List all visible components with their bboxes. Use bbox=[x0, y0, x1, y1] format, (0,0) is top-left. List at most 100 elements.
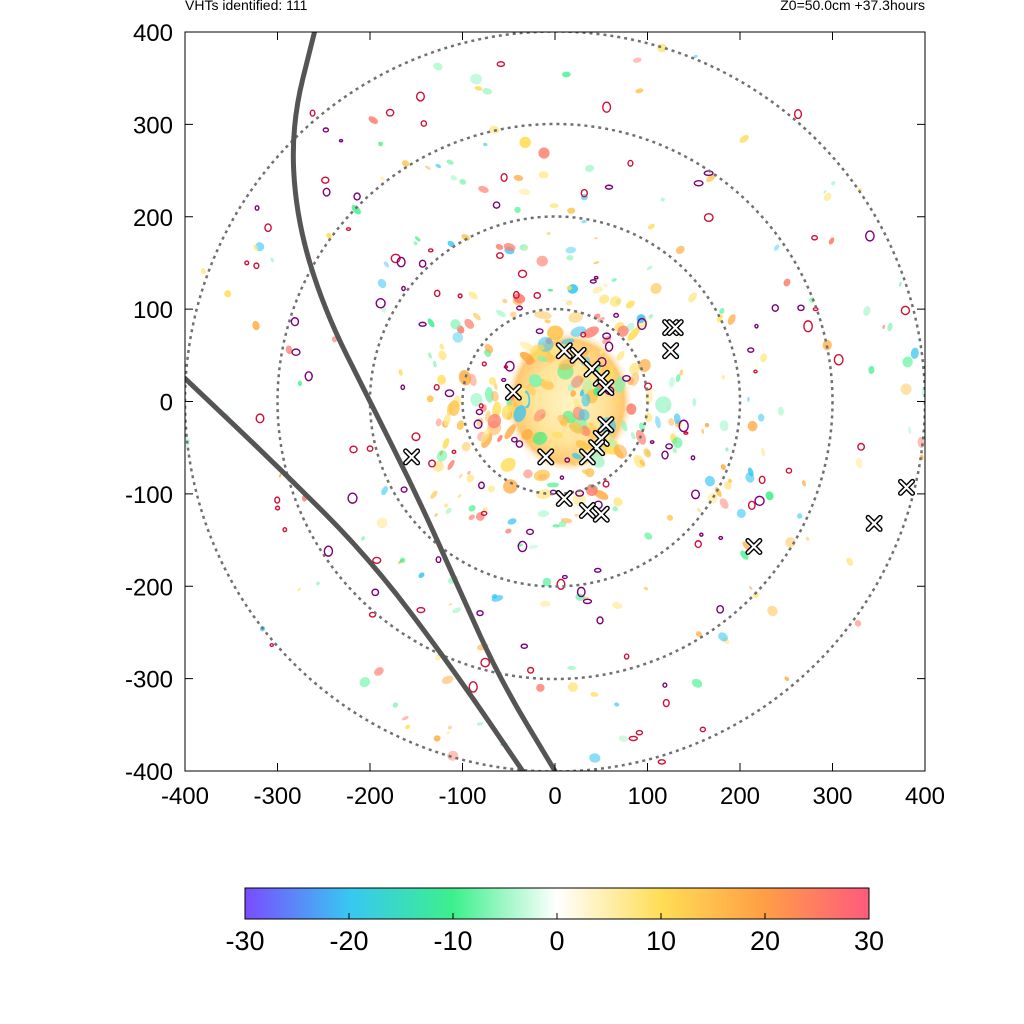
vorticity-blob bbox=[442, 438, 450, 449]
vorticity-blob bbox=[589, 753, 601, 763]
vorticity-blob bbox=[456, 420, 465, 430]
vorticity-contour bbox=[349, 445, 358, 454]
vorticity-blob bbox=[532, 431, 548, 445]
vht-marker bbox=[504, 383, 522, 401]
vorticity-blob bbox=[458, 473, 463, 479]
vorticity-blob bbox=[926, 358, 930, 364]
vorticity-blob bbox=[719, 420, 729, 432]
vorticity-blob bbox=[224, 290, 232, 298]
vorticity-blob bbox=[435, 163, 442, 169]
vorticity-blob bbox=[728, 478, 732, 484]
vorticity-blob bbox=[360, 536, 366, 541]
vorticity-contour bbox=[501, 377, 507, 382]
vorticity-blob bbox=[805, 536, 810, 541]
vorticity-blob bbox=[630, 372, 640, 387]
vht-marker bbox=[578, 448, 596, 466]
vorticity-blob bbox=[558, 521, 567, 528]
vorticity-blob bbox=[500, 457, 516, 472]
vorticity-blob bbox=[797, 513, 803, 519]
vorticity-blob bbox=[854, 620, 862, 627]
vorticity-contour bbox=[475, 408, 484, 416]
vorticity-contour bbox=[371, 588, 380, 597]
vorticity-contour bbox=[604, 341, 614, 352]
y-tick-label: 0 bbox=[160, 390, 173, 417]
vorticity-blob bbox=[270, 257, 274, 263]
vorticity-blob bbox=[828, 237, 835, 245]
vorticity-blob bbox=[570, 390, 577, 397]
vorticity-blob bbox=[578, 409, 590, 421]
vorticity-contour bbox=[428, 459, 436, 468]
vorticity-contour bbox=[435, 556, 442, 564]
y-tick-label: -400 bbox=[125, 759, 173, 786]
y-tick-label: 200 bbox=[133, 205, 173, 232]
vorticity-blob bbox=[692, 397, 697, 407]
range-ring bbox=[276, 122, 834, 681]
vorticity-contour bbox=[433, 383, 440, 391]
vorticity-blob bbox=[585, 421, 591, 428]
vorticity-contour bbox=[353, 192, 361, 201]
vorticity-blob bbox=[402, 160, 410, 167]
vorticity-contour bbox=[665, 443, 673, 450]
vorticity-contour bbox=[375, 298, 386, 309]
vorticity-contour bbox=[476, 610, 484, 617]
vorticity-contour bbox=[661, 450, 669, 460]
vorticity-blob bbox=[514, 206, 521, 214]
vorticity-blob bbox=[461, 441, 471, 452]
vorticity-contour bbox=[244, 260, 250, 266]
vorticity-blob bbox=[585, 164, 595, 172]
vorticity-blob bbox=[424, 165, 431, 170]
vorticity-blob bbox=[436, 450, 448, 462]
vorticity-blob bbox=[528, 374, 542, 388]
vorticity-blob bbox=[592, 286, 603, 294]
vorticity-contour bbox=[637, 317, 647, 331]
vorticity-contour bbox=[535, 328, 544, 335]
vorticity-contour bbox=[322, 187, 331, 197]
x-tick-label: -400 bbox=[161, 783, 209, 810]
vorticity-blob bbox=[484, 387, 494, 403]
vorticity-contour bbox=[338, 138, 344, 143]
vorticity-contour bbox=[345, 227, 352, 232]
x-tick-label: 0 bbox=[548, 783, 561, 810]
vorticity-blob bbox=[452, 607, 461, 614]
vht-marker bbox=[578, 502, 596, 520]
y-tick-label: 100 bbox=[133, 297, 173, 324]
vorticity-blob bbox=[552, 524, 560, 528]
vorticity-contour bbox=[322, 127, 330, 133]
vorticity-blob bbox=[748, 586, 753, 590]
vorticity-contour bbox=[771, 304, 779, 312]
vorticity-contour bbox=[274, 496, 281, 504]
vorticity-contour bbox=[627, 159, 634, 167]
vorticity-contour bbox=[478, 403, 484, 409]
vorticity-blob bbox=[547, 288, 554, 292]
range-ring bbox=[368, 215, 742, 588]
vorticity-blob bbox=[625, 300, 635, 309]
vorticity-contour bbox=[274, 505, 281, 511]
vorticity-blob bbox=[507, 518, 517, 525]
vorticity-blob bbox=[718, 632, 728, 642]
vorticity-contour bbox=[255, 413, 265, 424]
vorticity-contour bbox=[900, 305, 911, 316]
vorticity-blob bbox=[468, 514, 475, 521]
vorticity-blob bbox=[505, 528, 512, 534]
vorticity-contour bbox=[582, 598, 593, 605]
vorticity-blob bbox=[551, 431, 564, 439]
colorbar-tick-label: 0 bbox=[549, 926, 564, 956]
vorticity-blob bbox=[727, 314, 736, 325]
vht-marker bbox=[865, 514, 883, 532]
colorbar-tick-label: -10 bbox=[433, 926, 472, 956]
x-tick-label: -200 bbox=[346, 783, 394, 810]
vorticity-blob bbox=[724, 481, 732, 490]
vorticity-blob bbox=[546, 482, 559, 488]
vorticity-blob bbox=[503, 479, 518, 494]
vorticity-blob bbox=[504, 424, 516, 440]
vht-marker bbox=[592, 429, 610, 447]
vorticity-blob bbox=[523, 247, 528, 251]
vorticity-blob bbox=[432, 360, 437, 368]
vorticity-blob bbox=[695, 631, 702, 637]
axis-ticks: -400 -300 -200 -100 0 100 200 300 400 400 300 200 10… bbox=[125, 20, 945, 810]
vorticity-blob bbox=[701, 428, 705, 434]
vorticity-blob bbox=[882, 324, 886, 329]
vorticity-blob bbox=[650, 283, 662, 295]
vorticity-contour bbox=[264, 223, 272, 233]
vorticity-blob bbox=[570, 326, 587, 337]
